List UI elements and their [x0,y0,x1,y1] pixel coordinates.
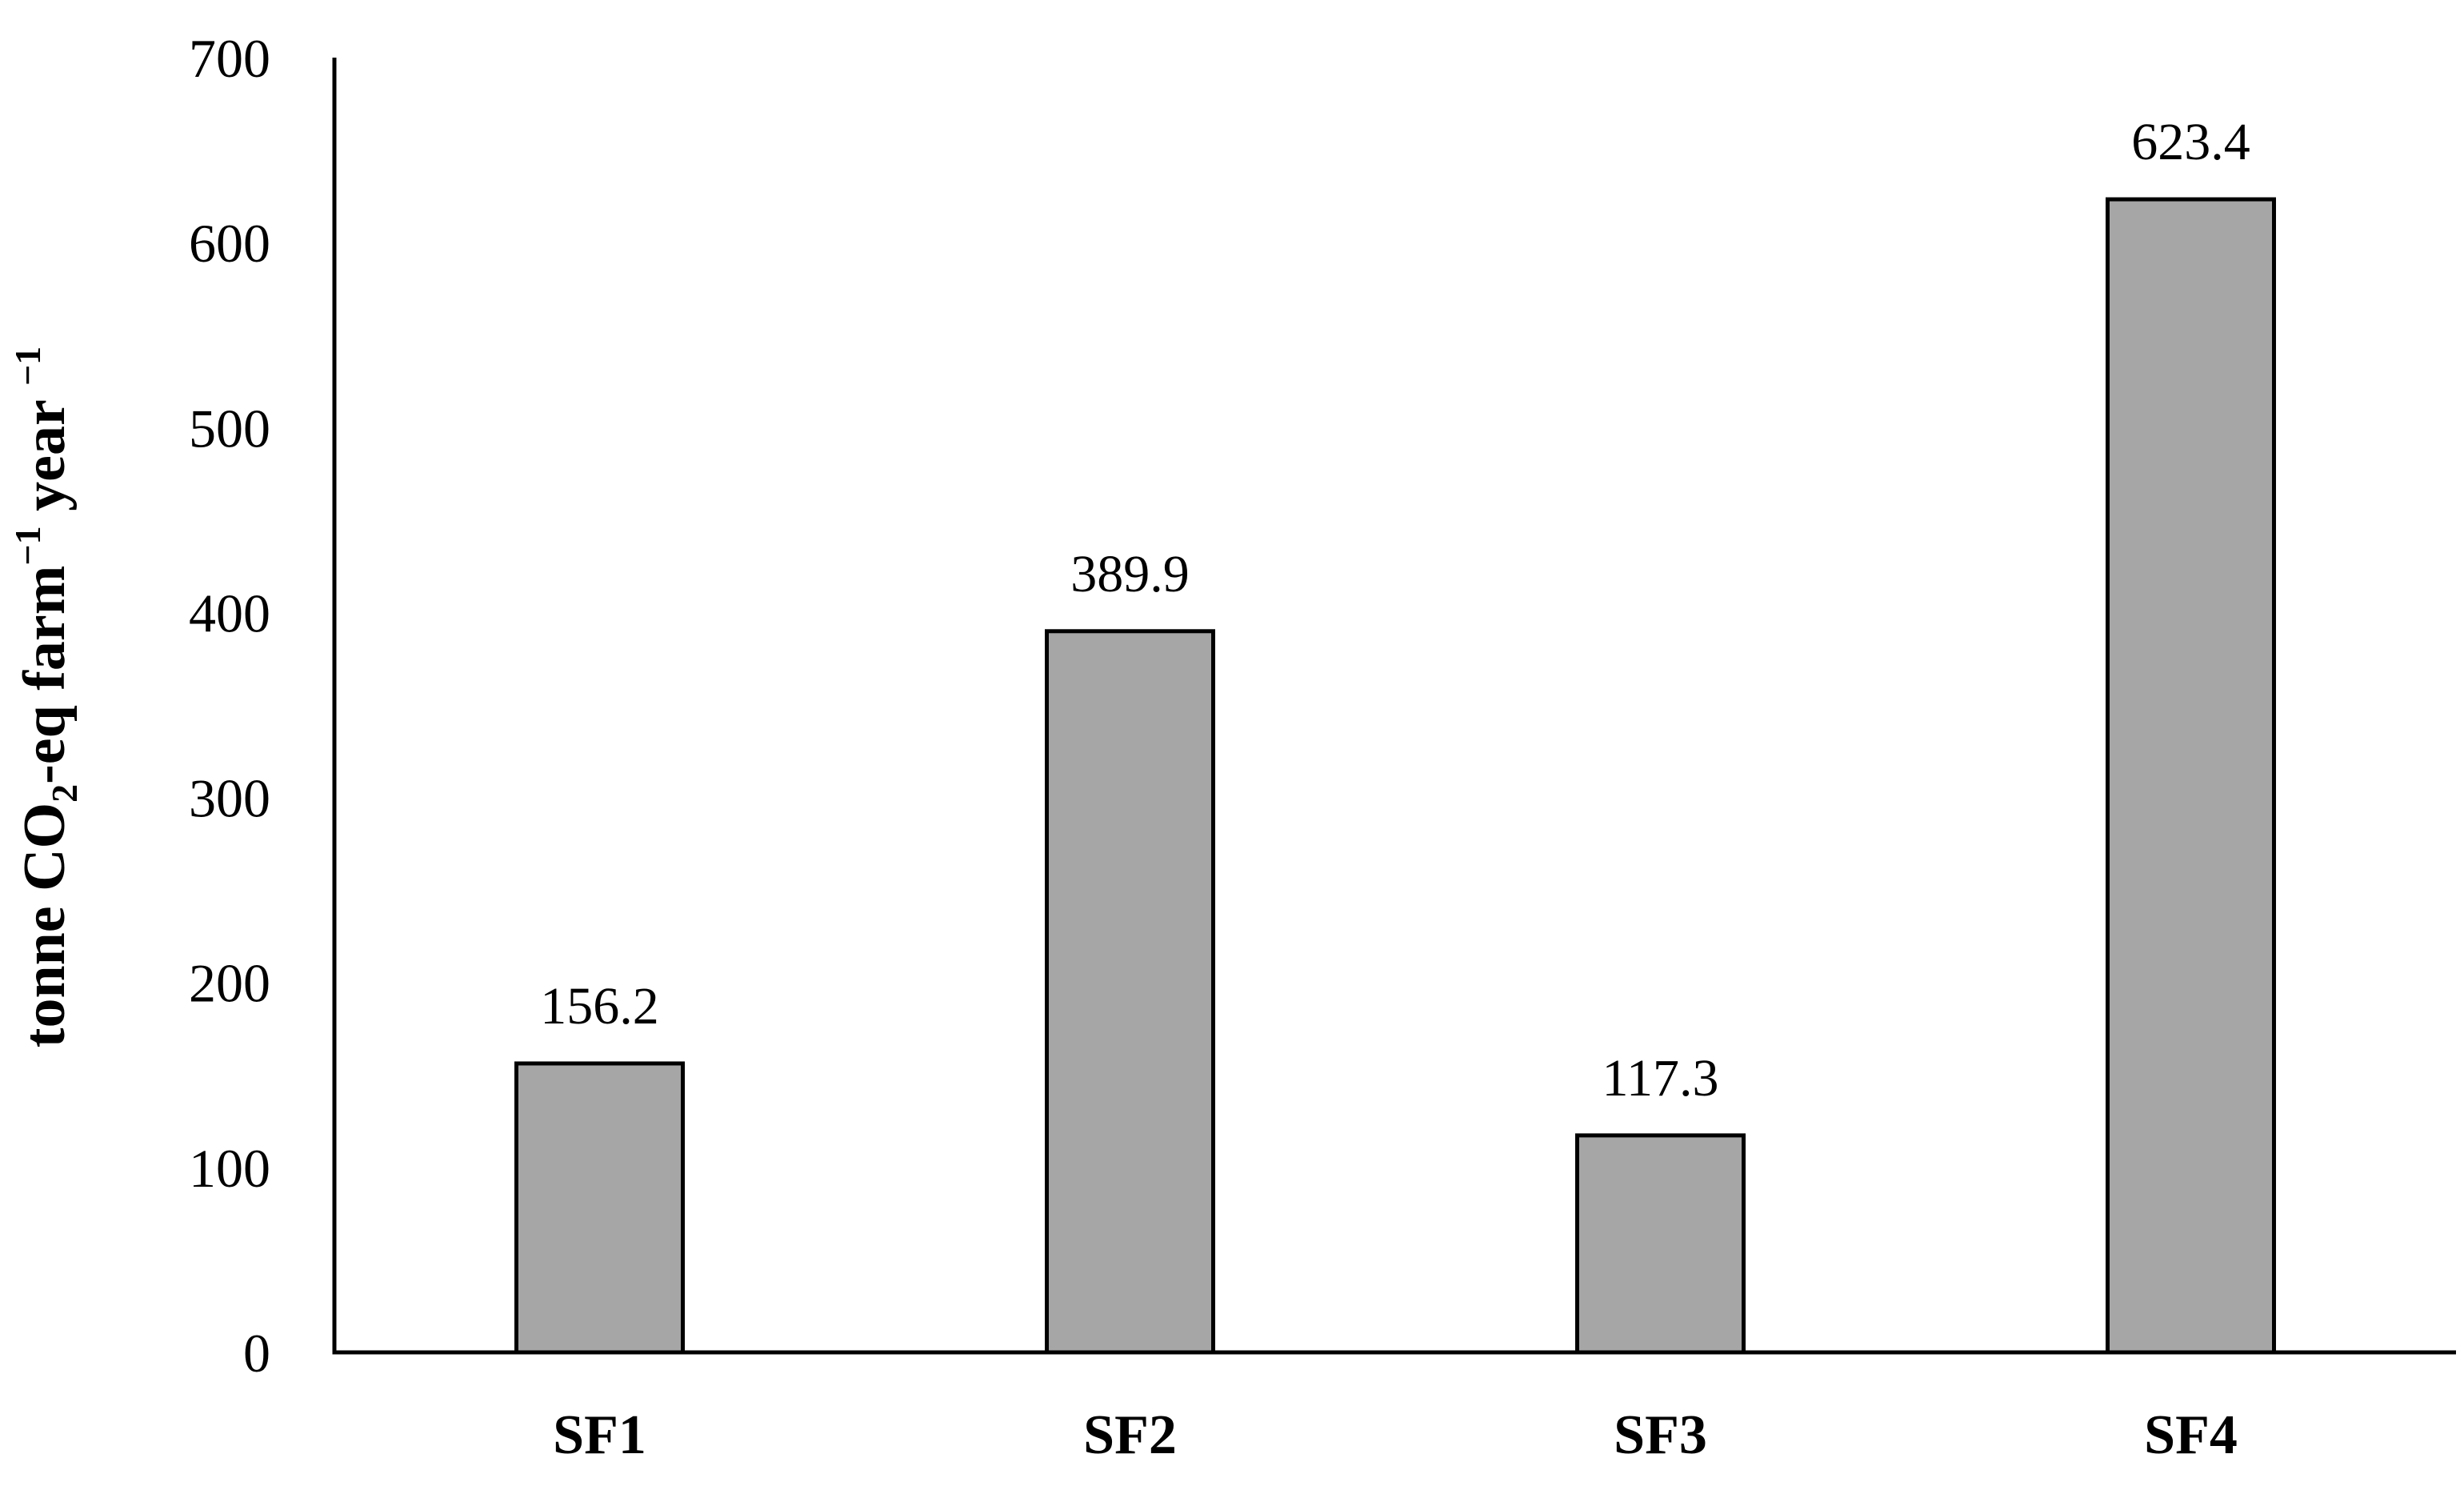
x-axis-ticks: SF1 SF2 SF3 SF4 [553,1404,2238,1466]
data-labels: 156.2 389.9 117.3 623.4 [540,113,2250,1107]
y-tick-label: 500 [189,398,270,459]
bars [514,197,2276,1355]
y-axis-title-part: tonne CO [12,803,78,1047]
y-axis-ticks: 0 100 200 300 400 500 600 700 [189,28,270,1384]
y-axis-title-part: −1 [7,526,48,565]
bar-sf1 [514,1061,685,1355]
y-axis-title-part: 2 [44,784,85,803]
data-label-sf3: 117.3 [1602,1049,1718,1107]
y-tick-label: 700 [189,28,270,89]
y-axis-title-part: -eq farm [12,566,78,784]
y-tick-label: 200 [189,953,270,1014]
x-tick-label-sf1: SF1 [553,1404,646,1466]
y-tick-label: 400 [189,583,270,643]
y-tick-label: 300 [189,768,270,829]
y-tick-label: 0 [243,1323,270,1384]
bar-sf4 [2106,197,2276,1355]
bar-sf2 [1045,629,1215,1355]
y-tick-label: 600 [189,213,270,274]
y-axis-label: tonne CO2-eq farm−1 year −1 [7,346,85,1047]
x-tick-label-sf4: SF4 [2144,1404,2238,1466]
axes [332,58,2456,1355]
y-axis-title: tonne CO2-eq farm−1 year −1 [7,346,85,1047]
y-axis-title-part: year [12,386,78,526]
y-axis-title-part: −1 [7,346,48,386]
data-label-sf2: 389.9 [1070,545,1190,603]
data-label-sf4: 623.4 [2131,113,2250,171]
x-tick-label-sf3: SF3 [1614,1404,1707,1466]
x-tick-label-sf2: SF2 [1083,1404,1177,1466]
y-tick-label: 100 [189,1138,270,1199]
bar-sf3 [1575,1133,1746,1355]
data-label-sf1: 156.2 [540,977,659,1035]
